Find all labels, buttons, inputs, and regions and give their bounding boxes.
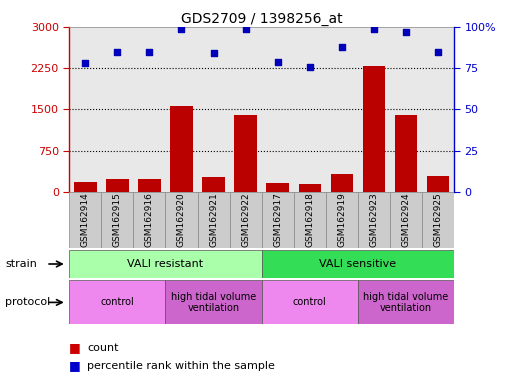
Bar [390, 192, 422, 248]
Text: protocol: protocol [5, 297, 50, 308]
Point [273, 58, 282, 65]
Bar [358, 280, 454, 324]
Bar [363, 66, 385, 192]
Text: GSM162915: GSM162915 [113, 192, 122, 247]
Bar [106, 179, 129, 192]
Text: count: count [87, 343, 119, 353]
Point [113, 49, 122, 55]
Bar [229, 192, 262, 248]
Point [306, 63, 314, 70]
Text: high tidal volume
ventilation: high tidal volume ventilation [363, 291, 448, 313]
Text: GSM162917: GSM162917 [273, 192, 282, 247]
Bar [69, 192, 102, 248]
Text: GSM162916: GSM162916 [145, 192, 154, 247]
Text: GSM162923: GSM162923 [369, 192, 379, 247]
Text: VALI sensitive: VALI sensitive [319, 259, 397, 269]
Bar [74, 182, 96, 192]
Text: percentile rank within the sample: percentile rank within the sample [87, 361, 275, 371]
Point [177, 25, 186, 31]
Bar [102, 192, 133, 248]
Text: high tidal volume
ventilation: high tidal volume ventilation [171, 291, 256, 313]
Point [81, 60, 89, 66]
Bar [234, 116, 257, 192]
Point [370, 25, 378, 31]
Bar [138, 179, 161, 192]
Text: control: control [101, 297, 134, 308]
Text: strain: strain [5, 259, 37, 269]
Bar [262, 250, 454, 278]
Bar [133, 192, 165, 248]
Text: GSM162914: GSM162914 [81, 192, 90, 247]
Bar [293, 192, 326, 248]
Bar [170, 106, 193, 192]
Text: ■: ■ [69, 359, 81, 372]
Bar [262, 280, 358, 324]
Point [145, 49, 153, 55]
Text: GSM162918: GSM162918 [305, 192, 314, 247]
Text: control: control [293, 297, 327, 308]
Text: GSM162922: GSM162922 [241, 192, 250, 247]
Point [242, 25, 250, 31]
Text: VALI resistant: VALI resistant [127, 259, 204, 269]
Text: GSM162919: GSM162919 [337, 192, 346, 247]
Bar [422, 192, 454, 248]
Point [209, 50, 218, 56]
Point [402, 29, 410, 35]
Bar [427, 176, 449, 192]
Bar [394, 116, 417, 192]
Bar [69, 250, 262, 278]
Bar [165, 280, 262, 324]
Text: ■: ■ [69, 341, 81, 354]
Point [434, 49, 442, 55]
Bar [165, 192, 198, 248]
Bar [69, 280, 165, 324]
Bar [266, 183, 289, 192]
Bar [299, 184, 321, 192]
Text: GSM162925: GSM162925 [433, 192, 443, 247]
Text: GSM162920: GSM162920 [177, 192, 186, 247]
Point [338, 44, 346, 50]
Bar [202, 177, 225, 192]
Bar [358, 192, 390, 248]
Bar [198, 192, 229, 248]
Bar [262, 192, 293, 248]
Bar [326, 192, 358, 248]
Text: GDS2709 / 1398256_at: GDS2709 / 1398256_at [181, 12, 343, 25]
Text: GSM162924: GSM162924 [401, 192, 410, 247]
Text: GSM162921: GSM162921 [209, 192, 218, 247]
Bar [330, 174, 353, 192]
